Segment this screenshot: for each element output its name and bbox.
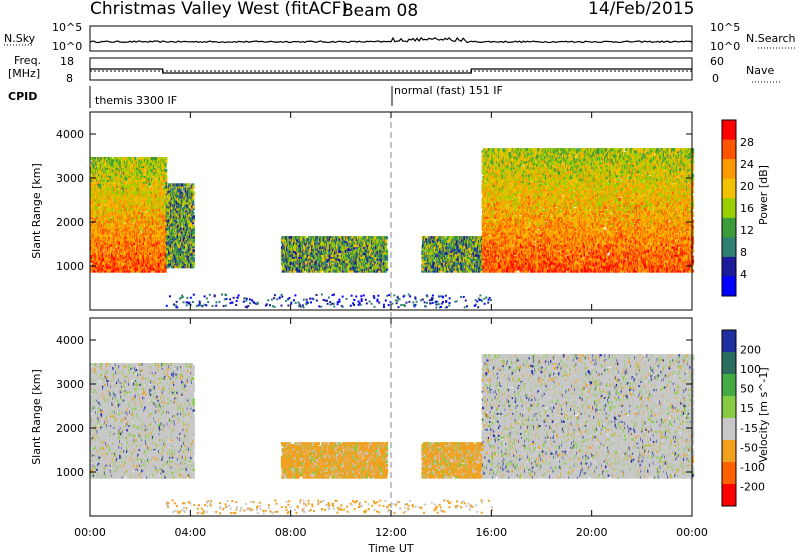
date-label: 14/Feb/2015 xyxy=(588,0,694,19)
cpid-segment-1: themis 3300 IF xyxy=(95,94,177,107)
freq-label-line2: [MHz] xyxy=(8,67,40,80)
cpid-label: CPID xyxy=(8,90,37,103)
nsearch-tick-top: 10^5 xyxy=(710,21,740,34)
freq-tick-top: 18 xyxy=(60,55,74,68)
nsearch-tick-bottom: 10^0 xyxy=(710,40,740,53)
cpid-panel: CPID themis 3300 IF normal (fast) 151 IF xyxy=(8,84,503,108)
nave-label: Nave xyxy=(746,64,774,77)
freq-panel: Freq. [MHz] 18 8 60 0 Nave xyxy=(8,54,780,85)
nsky-label: N.Sky xyxy=(4,32,36,45)
plot-title: Christmas Valley West (fitACF) xyxy=(90,0,348,19)
freq-label-line1: Freq. xyxy=(14,54,41,67)
power-cell-0 xyxy=(132,157,134,160)
nave-tick-bottom: 0 xyxy=(712,72,719,85)
nsky-series-line xyxy=(90,38,692,43)
cpid-segment-2: normal (fast) 151 IF xyxy=(394,84,503,97)
beam-label: Beam 08 xyxy=(342,1,418,21)
freq-tick-bottom: 8 xyxy=(66,72,73,85)
nave-tick-top: 60 xyxy=(710,55,724,68)
nsky-tick-bottom: 10^0 xyxy=(52,40,82,53)
nsearch-label: N.Search xyxy=(746,32,796,45)
nsky-panel: N.Sky 10^5 10^0 10^5 10^0 N.Search xyxy=(4,21,796,53)
nsky-tick-top: 10^5 xyxy=(52,21,82,34)
